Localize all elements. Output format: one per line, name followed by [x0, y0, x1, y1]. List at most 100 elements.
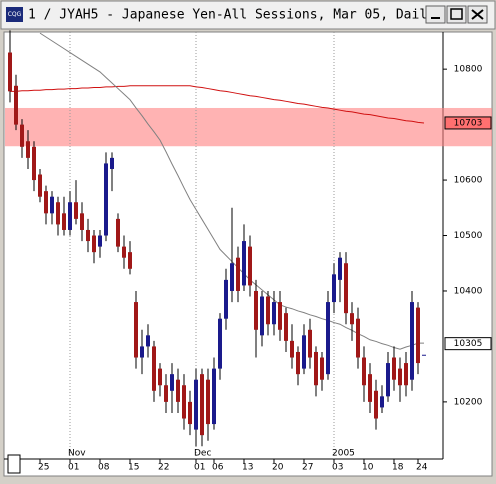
candle-body — [32, 146, 36, 181]
candle-body — [380, 396, 384, 408]
candle-body — [206, 379, 210, 425]
month-label: Nov — [68, 449, 86, 459]
candle-body — [356, 318, 360, 358]
candle-body — [314, 351, 318, 386]
y-tick-label: 10500 — [454, 231, 483, 241]
candle-body — [116, 218, 120, 247]
price-marker — [444, 337, 492, 351]
window-controls — [425, 5, 488, 24]
candle-body — [278, 302, 282, 330]
candle-body — [296, 351, 300, 375]
candle-body — [128, 252, 132, 269]
candle-body — [20, 124, 24, 147]
candle-body — [236, 257, 240, 291]
candle-body — [140, 346, 144, 358]
candle-body — [392, 357, 396, 380]
price-marker — [444, 116, 492, 130]
candle-body — [74, 202, 78, 219]
candle-body — [212, 368, 216, 425]
candle-body — [86, 229, 90, 242]
x-tick-label: 03 — [332, 463, 343, 473]
x-tick-label: 06 — [212, 463, 224, 473]
candle-body — [308, 329, 312, 358]
candle-body — [248, 246, 252, 286]
plot: 10200 10400 10500 10600 10800 25 01 Nov 08 15 22 01… — [5, 30, 492, 473]
candle-body — [266, 296, 270, 325]
x-tick-label: 15 — [128, 463, 139, 473]
y-tick-label: 10600 — [454, 176, 483, 186]
x-tick-label: 13 — [242, 463, 253, 473]
candle-body — [200, 374, 204, 436]
candle-body — [242, 241, 246, 286]
candle-body — [182, 385, 186, 419]
title-bar — [0, 0, 496, 30]
candle-body — [176, 379, 180, 402]
x-tick-label: 01 — [68, 463, 79, 473]
candle-body — [344, 263, 348, 314]
y-tick-label: 10800 — [454, 65, 483, 75]
candle-body — [44, 191, 48, 214]
candle-body — [416, 307, 420, 364]
candle-body — [152, 346, 156, 391]
candle-body — [284, 313, 288, 341]
x-tick-label: 24 — [416, 463, 428, 473]
price-marker-label: 10703 — [454, 118, 483, 128]
y-tick-label: 10400 — [454, 286, 483, 296]
highlight-band — [5, 107, 492, 147]
candle-body — [422, 354, 426, 356]
month-label: 2005 — [332, 449, 355, 459]
candle-body — [14, 85, 18, 125]
x-tick-label: 27 — [302, 463, 313, 473]
scroll-box[interactable] — [7, 454, 21, 474]
minimize-button[interactable] — [425, 5, 446, 24]
price-marker-label: 10305 — [454, 339, 483, 349]
candle-body — [164, 385, 168, 402]
candle-body — [410, 302, 414, 380]
candle-body — [56, 202, 60, 225]
candle-body — [146, 335, 150, 347]
candle-body — [218, 318, 222, 369]
candle-body — [326, 302, 330, 375]
x-tick-label: 22 — [158, 463, 169, 473]
candle-body — [170, 374, 174, 391]
y-tick-label: 10200 — [454, 397, 483, 407]
candle-body — [188, 401, 192, 425]
x-tick-label: 08 — [98, 463, 110, 473]
app-icon-text: CQG — [8, 11, 22, 18]
candle-body — [332, 274, 336, 303]
close-glyph — [471, 9, 484, 20]
candle-body — [230, 263, 234, 291]
x-tick-label: 10 — [362, 463, 374, 473]
candle-body — [398, 368, 402, 386]
candle-body — [290, 340, 294, 358]
candle-body — [404, 363, 408, 386]
app-icon[interactable] — [6, 7, 23, 22]
candle-body — [98, 235, 102, 247]
candle-body — [8, 52, 12, 92]
candle-body — [194, 379, 198, 430]
candle-body — [320, 357, 324, 380]
candle-body — [386, 363, 390, 397]
candle-body — [26, 141, 30, 158]
candle-body — [368, 374, 372, 402]
candle-body — [80, 213, 84, 230]
candle-body — [272, 302, 276, 325]
candle-body — [254, 290, 258, 330]
candle-body — [134, 302, 138, 358]
candle-body — [338, 257, 342, 280]
x-tick-label: 18 — [392, 463, 404, 473]
maximize-glyph — [450, 8, 463, 20]
candle-body — [350, 313, 354, 325]
candle-body — [110, 157, 114, 169]
x-tick-label: 20 — [272, 463, 284, 473]
candle-body — [50, 196, 54, 214]
candle-body — [224, 279, 228, 319]
x-tick-label: 25 — [38, 463, 49, 473]
candle-body — [122, 246, 126, 258]
candle-body — [92, 235, 96, 253]
candle-body — [38, 174, 42, 197]
candle-body — [302, 335, 306, 369]
candle-body — [158, 368, 162, 386]
candle-body — [374, 390, 378, 419]
